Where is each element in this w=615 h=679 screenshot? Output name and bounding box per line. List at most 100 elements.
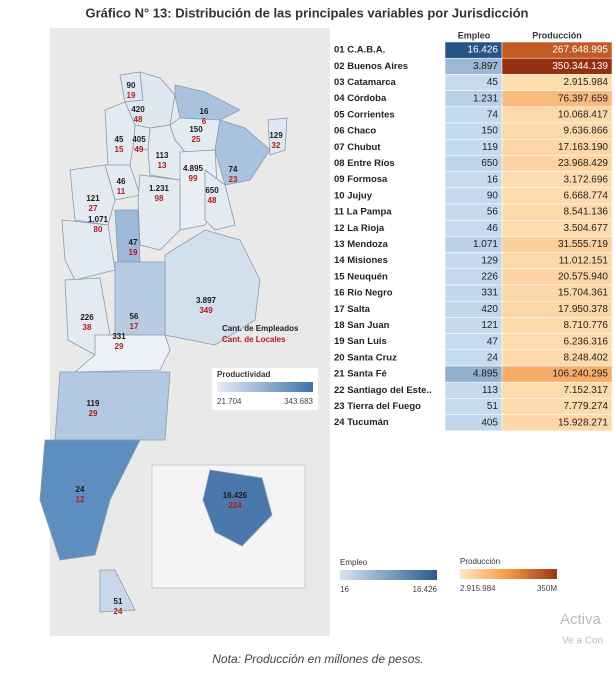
row-label: 07 Chubut bbox=[334, 142, 381, 153]
map-empleo: 47 bbox=[129, 238, 138, 247]
empleo-value: 331 bbox=[481, 288, 498, 299]
produccion-value: 9.636.866 bbox=[564, 126, 609, 137]
map-locales: 29 bbox=[115, 342, 124, 351]
row-label: 01 C.A.B.A. bbox=[334, 45, 385, 56]
row-label: 06 Chaco bbox=[334, 126, 376, 137]
map-empleo: 16.426 bbox=[223, 491, 248, 500]
produccion-value: 8.710.776 bbox=[564, 320, 609, 331]
map-empleo: 56 bbox=[130, 312, 139, 321]
map-empleo: 4.895 bbox=[183, 164, 204, 173]
produccion-value: 11.012.151 bbox=[559, 255, 609, 266]
province bbox=[73, 334, 171, 373]
produccion-value: 23.968.429 bbox=[558, 158, 608, 169]
produccion-value: 267.648.995 bbox=[552, 45, 608, 56]
map-empleo: 650 bbox=[205, 186, 219, 195]
province bbox=[54, 371, 171, 441]
productividad-max: 343.683 bbox=[284, 397, 313, 406]
row-label: 21 Santa Fé bbox=[334, 369, 387, 380]
empleo-value: 24 bbox=[487, 353, 499, 364]
province bbox=[204, 169, 236, 231]
map-locales: 32 bbox=[272, 141, 281, 150]
empleo-legend-min: 16 bbox=[340, 585, 349, 594]
map-empleo: 405 bbox=[132, 135, 146, 144]
produccion-cell bbox=[501, 414, 613, 432]
empleo-value: 1.231 bbox=[473, 93, 498, 104]
row-label: 16 Río Negro bbox=[334, 288, 393, 299]
legend-empleados: Cant. de Empleados bbox=[222, 324, 299, 333]
map-empleo: 119 bbox=[87, 399, 100, 408]
map-locales: 98 bbox=[155, 194, 164, 203]
map bbox=[39, 71, 306, 613]
row-label: 22 Santiago del Este.. bbox=[334, 385, 432, 396]
produccion-value: 31.555.719 bbox=[558, 239, 608, 250]
empleo-legend-max: 16.426 bbox=[413, 585, 438, 594]
row-label: 18 San Juan bbox=[334, 320, 390, 331]
title: Gráfico N° 13: Distribución de las princ… bbox=[85, 5, 528, 20]
map-locales: 224 bbox=[228, 501, 242, 510]
map-locales: 48 bbox=[134, 115, 143, 124]
empleo-value: 405 bbox=[481, 417, 498, 428]
map-empleo: 90 bbox=[127, 81, 136, 90]
map-empleo: 1.231 bbox=[149, 184, 170, 193]
empleo-value: 45 bbox=[487, 77, 499, 88]
produccion-value: 15.928.271 bbox=[558, 417, 608, 428]
map-empleo: 1.071 bbox=[88, 215, 109, 224]
province bbox=[202, 469, 273, 547]
watermark: Ve a Con bbox=[562, 636, 603, 647]
produccion-value: 7.779.274 bbox=[564, 401, 609, 412]
map-locales: 80 bbox=[94, 225, 103, 234]
map-locales: 6 bbox=[202, 117, 207, 126]
map-locales: 17 bbox=[130, 322, 139, 331]
empleo-value: 16 bbox=[487, 174, 499, 185]
row-label: 12 La Rioja bbox=[334, 223, 385, 234]
produccion-value: 15.704.361 bbox=[558, 288, 608, 299]
produccion-value: 6.236.316 bbox=[564, 336, 609, 347]
empleo-value: 90 bbox=[487, 191, 499, 202]
map-empleo: 46 bbox=[117, 177, 126, 186]
map-locales: 48 bbox=[208, 196, 217, 205]
map-empleo: 121 bbox=[86, 194, 100, 203]
produccion-legend-min: 2.915.984 bbox=[460, 584, 496, 593]
map-empleo: 16 bbox=[200, 107, 209, 116]
row-label: 10 Jujuy bbox=[334, 190, 373, 201]
row-label: 05 Corrientes bbox=[334, 109, 395, 120]
row-label: 19 San Luis bbox=[334, 336, 387, 347]
produccion-value: 7.152.317 bbox=[564, 385, 609, 396]
note: Nota: Producción en millones de pesos. bbox=[212, 652, 423, 666]
province bbox=[99, 569, 136, 613]
row-label: 20 Santa Cruz bbox=[334, 352, 397, 363]
map-locales: 99 bbox=[189, 174, 198, 183]
produccion-value: 17.950.378 bbox=[558, 304, 608, 315]
map-empleo: 420 bbox=[131, 105, 145, 114]
produccion-legend-title: Producción bbox=[460, 557, 500, 566]
empleo-value: 119 bbox=[482, 142, 498, 153]
map-empleo: 113 bbox=[156, 151, 169, 160]
produccion-value: 20.575.940 bbox=[558, 272, 608, 283]
column-header: Empleo bbox=[458, 30, 491, 40]
produccion-legend-max: 350M bbox=[537, 584, 557, 593]
map-empleo: 226 bbox=[80, 313, 94, 322]
map-locales: 12 bbox=[76, 495, 85, 504]
empleo-value: 129 bbox=[481, 255, 498, 266]
empleo-value: 4.895 bbox=[473, 369, 498, 380]
map-locales: 25 bbox=[192, 135, 201, 144]
row-label: 11 La Pampa bbox=[334, 207, 392, 218]
produccion-value: 6.668.774 bbox=[564, 191, 609, 202]
map-locales: 49 bbox=[135, 145, 144, 154]
row-label: 23 Tierra del Fuego bbox=[334, 401, 421, 412]
map-locales: 19 bbox=[129, 248, 138, 257]
map-locales: 11 bbox=[117, 187, 126, 196]
empleo-value: 74 bbox=[487, 110, 499, 121]
map-empleo: 45 bbox=[115, 135, 124, 144]
province bbox=[69, 164, 116, 226]
empleo-value: 113 bbox=[482, 385, 498, 396]
row-label: 04 Córdoba bbox=[334, 93, 387, 104]
map-locales: 24 bbox=[114, 607, 123, 616]
empleo-value: 420 bbox=[481, 304, 498, 315]
row-label: 14 Misiones bbox=[334, 255, 388, 266]
empleo-value: 46 bbox=[487, 223, 499, 234]
row-label: 15 Neuquén bbox=[334, 271, 388, 282]
